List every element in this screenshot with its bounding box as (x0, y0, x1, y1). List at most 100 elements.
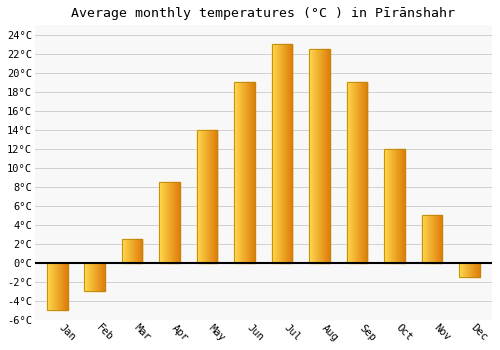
Bar (392, 149, 393, 263)
Bar (86, 263, 87, 292)
Bar (55, 263, 56, 310)
Bar (58, 263, 59, 310)
Bar (47, 263, 68, 310)
Bar (327, 49, 328, 263)
Bar (385, 149, 386, 263)
Bar (56, 263, 57, 310)
Bar (391, 149, 392, 263)
Bar (104, 263, 105, 292)
Bar (90, 263, 91, 292)
Bar (53, 263, 54, 310)
Bar (177, 182, 178, 263)
Bar (434, 215, 436, 263)
Bar (346, 82, 348, 263)
Bar (278, 44, 279, 263)
Bar (67, 263, 68, 310)
Bar (441, 215, 442, 263)
Bar (91, 263, 92, 292)
Bar (279, 44, 280, 263)
Bar (395, 149, 396, 263)
Bar (346, 82, 367, 263)
Bar (467, 263, 468, 277)
Bar (245, 82, 246, 263)
Bar (132, 239, 133, 263)
Bar (172, 182, 173, 263)
Bar (428, 215, 429, 263)
Bar (99, 263, 100, 292)
Bar (470, 263, 472, 277)
Bar (402, 149, 404, 263)
Bar (430, 215, 431, 263)
Bar (290, 44, 291, 263)
Bar (359, 82, 360, 263)
Bar (204, 130, 205, 263)
Bar (137, 239, 138, 263)
Bar (210, 130, 211, 263)
Bar (175, 182, 176, 263)
Bar (476, 263, 477, 277)
Bar (124, 239, 126, 263)
Bar (234, 82, 255, 263)
Bar (139, 239, 140, 263)
Bar (66, 263, 67, 310)
Bar (360, 82, 361, 263)
Bar (326, 49, 327, 263)
Bar (160, 182, 180, 263)
Bar (202, 130, 203, 263)
Bar (47, 263, 48, 310)
Bar (282, 44, 284, 263)
Bar (135, 239, 136, 263)
Bar (254, 82, 255, 263)
Bar (310, 49, 311, 263)
Bar (88, 263, 89, 292)
Bar (176, 182, 177, 263)
Bar (205, 130, 206, 263)
Bar (98, 263, 99, 292)
Bar (201, 130, 202, 263)
Bar (126, 239, 128, 263)
Bar (167, 182, 168, 263)
Bar (277, 44, 278, 263)
Bar (400, 149, 401, 263)
Bar (401, 149, 402, 263)
Bar (134, 239, 135, 263)
Bar (48, 263, 49, 310)
Bar (207, 130, 208, 263)
Bar (314, 49, 316, 263)
Bar (309, 49, 330, 263)
Bar (85, 263, 86, 292)
Bar (242, 82, 243, 263)
Bar (199, 130, 200, 263)
Bar (84, 263, 105, 292)
Bar (49, 263, 50, 310)
Bar (238, 82, 239, 263)
Bar (214, 130, 216, 263)
Bar (438, 215, 440, 263)
Bar (206, 130, 207, 263)
Bar (236, 82, 237, 263)
Bar (318, 49, 319, 263)
Bar (276, 44, 277, 263)
Bar (423, 215, 424, 263)
Bar (362, 82, 363, 263)
Bar (211, 130, 212, 263)
Bar (397, 149, 398, 263)
Bar (459, 263, 460, 277)
Bar (348, 82, 350, 263)
Bar (329, 49, 330, 263)
Bar (140, 239, 141, 263)
Bar (324, 49, 325, 263)
Bar (84, 263, 85, 292)
Bar (272, 44, 292, 263)
Bar (321, 49, 322, 263)
Bar (50, 263, 51, 310)
Bar (353, 82, 354, 263)
Bar (355, 82, 356, 263)
Bar (328, 49, 329, 263)
Bar (92, 263, 94, 292)
Bar (384, 149, 385, 263)
Bar (213, 130, 214, 263)
Bar (323, 49, 324, 263)
Bar (130, 239, 131, 263)
Bar (322, 49, 323, 263)
